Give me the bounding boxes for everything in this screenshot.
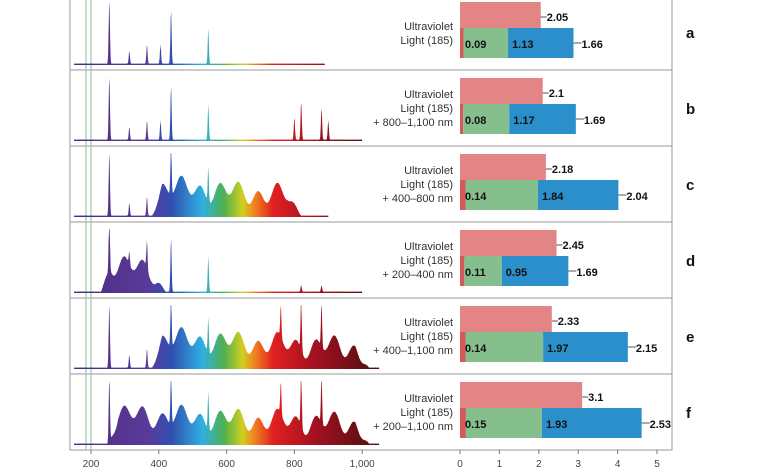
value-label: 3.1 (588, 392, 603, 404)
x-tick-label: 2 (536, 459, 542, 470)
spectrum-f (74, 381, 380, 445)
value-label: 2.18 (552, 164, 573, 176)
bar-segment-d (464, 256, 502, 286)
row-label: Ultraviolet (404, 393, 453, 405)
row-label: + 200–1,100 nm (373, 421, 453, 433)
panel-label: c (686, 177, 694, 194)
value-label: 0.95 (506, 267, 527, 279)
x-tick-label: 600 (218, 459, 235, 470)
row-label: Ultraviolet (404, 165, 453, 177)
spectrum-b (74, 77, 363, 141)
bar-segment-a (508, 28, 574, 58)
value-label: 0.09 (465, 39, 486, 51)
row-label: + 200–400 nm (382, 269, 453, 281)
row-label: Light (185) (400, 331, 453, 343)
value-label: 0.14 (465, 191, 487, 203)
row-label: Light (185) (400, 255, 453, 267)
spectrum-c (74, 153, 329, 217)
bar-segment-d (501, 256, 569, 286)
bar-segment-b (509, 104, 576, 134)
row-label: + 800–1,100 nm (373, 117, 453, 129)
value-label: 2.04 (626, 191, 648, 203)
bar-segment-e (543, 332, 628, 362)
row-label: Light (185) (400, 35, 453, 47)
value-label: 2.45 (563, 240, 584, 252)
row-label: Light (185) (400, 179, 453, 191)
row-label: + 400–1,100 nm (373, 345, 453, 357)
x-tick-label: 5 (654, 459, 660, 470)
row-label: Ultraviolet (404, 89, 453, 101)
value-label: 1.69 (584, 115, 605, 127)
row-label: Ultraviolet (404, 241, 453, 253)
value-label: 2.15 (636, 343, 657, 355)
spectrum-d (74, 229, 363, 293)
bar-top-e (460, 306, 552, 336)
panel-label: a (686, 25, 695, 42)
axes: 200 400 600 800 1,000 0 1 2 3 4 5 (83, 450, 660, 470)
value-label: 1.66 (581, 39, 602, 51)
bars: 2.05 0.09 1.13 1.66 Ultraviolet Light (185) a 2… (373, 2, 695, 438)
panel-label: d (686, 253, 695, 270)
row-label: + 400–800 nm (382, 193, 453, 205)
bar-segment-d (460, 256, 465, 286)
value-label: 1.13 (512, 39, 533, 51)
x-tick-label: 400 (150, 459, 167, 470)
x-tick-label: 200 (83, 459, 100, 470)
bar-segment-a (463, 28, 509, 58)
value-label: 0.11 (465, 267, 486, 279)
x-tick-label: 1 (497, 459, 503, 470)
value-label: 1.17 (513, 115, 534, 127)
x-tick-label: 4 (615, 459, 621, 470)
row-label: Light (185) (400, 103, 453, 115)
x-tick-label: 800 (286, 459, 303, 470)
bar-segment-b (463, 104, 510, 134)
bar-segment-c (460, 180, 466, 210)
value-label: 0.15 (465, 419, 486, 431)
value-label: 2.53 (650, 419, 671, 431)
bar-segment-c (538, 180, 619, 210)
bar-top-c (460, 154, 546, 184)
value-label: 1.93 (546, 419, 567, 431)
spectrum-a (74, 1, 325, 65)
bar-segment-f (541, 408, 642, 438)
spectra (74, 1, 380, 445)
value-label: 1.97 (547, 343, 568, 355)
value-label: 0.08 (465, 115, 486, 127)
row-label: Light (185) (400, 407, 453, 419)
value-label: 1.69 (576, 267, 597, 279)
bar-segment-f (460, 408, 466, 438)
panel-label: b (686, 101, 695, 118)
value-label: 1.84 (542, 191, 564, 203)
bar-segment-a (460, 28, 464, 58)
x-tick-label: 0 (457, 459, 463, 470)
value-label: 0.14 (465, 343, 487, 355)
bar-segment-c (465, 180, 539, 210)
x-tick-label: 1,000 (350, 459, 375, 470)
figure-frame (69, 0, 673, 451)
value-label: 2.05 (547, 12, 568, 24)
panel-label: e (686, 329, 694, 346)
bar-segment-f (465, 408, 542, 438)
row-label: Ultraviolet (404, 21, 453, 33)
bar-segment-e (465, 332, 544, 362)
bar-top-a (460, 2, 541, 32)
value-label: 2.1 (549, 88, 564, 100)
bar-segment-e (460, 332, 466, 362)
bar-segment-b (460, 104, 464, 134)
bar-top-d (460, 230, 557, 260)
panel-label: f (686, 405, 692, 422)
x-tick-label: 3 (575, 459, 581, 470)
spectrum-e (74, 305, 380, 369)
value-label: 2.33 (558, 316, 579, 328)
bar-top-b (460, 78, 543, 108)
bar-top-f (460, 382, 583, 412)
row-label: Ultraviolet (404, 317, 453, 329)
